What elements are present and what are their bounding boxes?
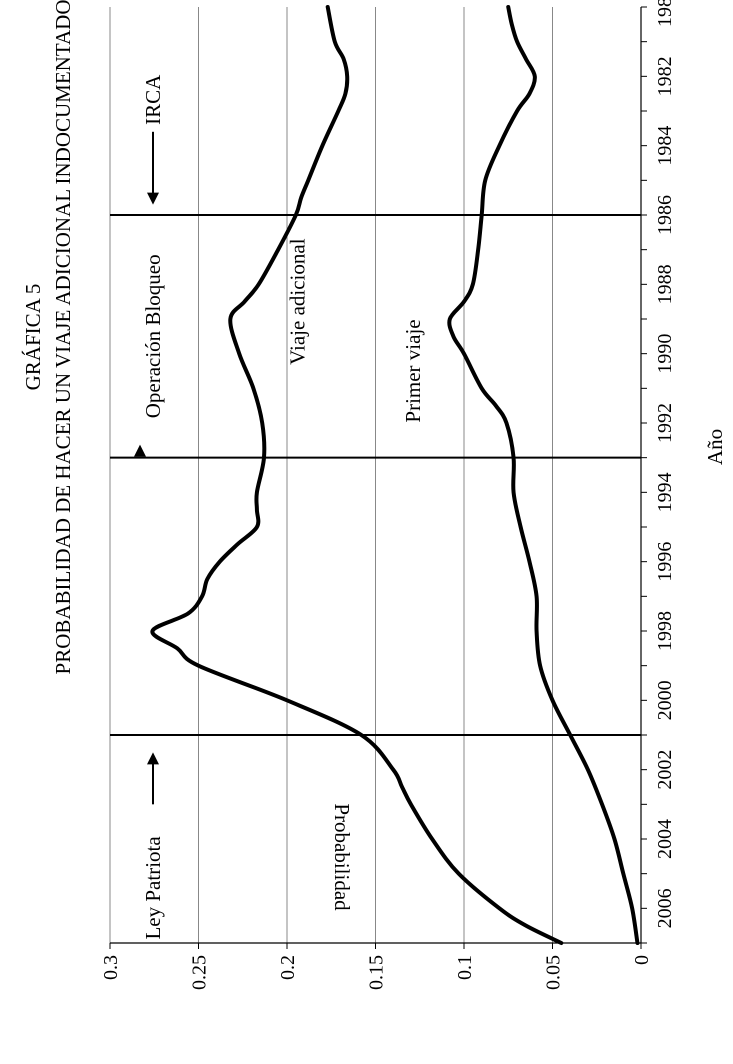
x-tick-label: 1982	[654, 56, 676, 96]
x-tick-label: 1984	[654, 126, 676, 166]
event-arrowhead	[134, 444, 146, 457]
y-tick-label: 0.05	[543, 955, 565, 990]
y-tick-label: 0	[631, 955, 653, 965]
x-tick-label: 1994	[654, 472, 676, 512]
event-label: Operación Bloqueo	[141, 254, 165, 418]
gridlines	[109, 7, 553, 943]
x-tick-label: 1980	[654, 0, 676, 27]
x-axis-label: Año	[703, 429, 727, 465]
event-arrowhead	[147, 752, 159, 765]
event-label: Ley Patriota	[141, 836, 165, 940]
y-tick-label: 0.25	[189, 955, 211, 990]
x-tick-label: 2006	[654, 888, 676, 928]
axes: 0 0.05 0.1 0.15 0.2 0.25 0.3 1980 1982 1984 1986 19…	[100, 0, 676, 990]
x-tick-label: 1988	[654, 264, 676, 304]
x-tick-label: 2002	[654, 750, 676, 790]
series-lines	[150, 5, 640, 945]
y-tick-label: 0.1	[454, 955, 476, 980]
chart-supertitle: GRÁFICA 5	[21, 284, 45, 391]
x-tick-label: 1990	[654, 334, 676, 374]
annotations: IRCA Operación Bloqueo Ley Patriota Viaje a…	[134, 74, 425, 940]
y-tick-label: 0.2	[277, 955, 299, 980]
y-tick-label: 0.15	[366, 955, 388, 990]
y-tick-label: 0.3	[100, 955, 122, 980]
x-tick-label: 1996	[654, 542, 676, 582]
event-markers	[110, 214, 641, 736]
event-arrowhead	[147, 192, 159, 205]
y-axis-label: Probabilidad	[330, 803, 354, 911]
curve-label: Primer viaje	[401, 319, 425, 422]
series-line-viaje-adicional	[150, 5, 564, 945]
series-line-primer-viaje	[447, 5, 640, 945]
x-tick-label: 2000	[654, 680, 676, 720]
event-label: IRCA	[141, 74, 165, 125]
x-tick-label: 1986	[654, 195, 676, 235]
chart-title: PROBABILIDAD DE HACER UN VIAJE ADICIONAL…	[51, 0, 75, 674]
x-tick-label: 1992	[654, 403, 676, 443]
x-tick-label: 1998	[654, 611, 676, 651]
curve-label: Viaje adicional	[286, 238, 310, 365]
x-tick-label: 2004	[654, 819, 676, 859]
